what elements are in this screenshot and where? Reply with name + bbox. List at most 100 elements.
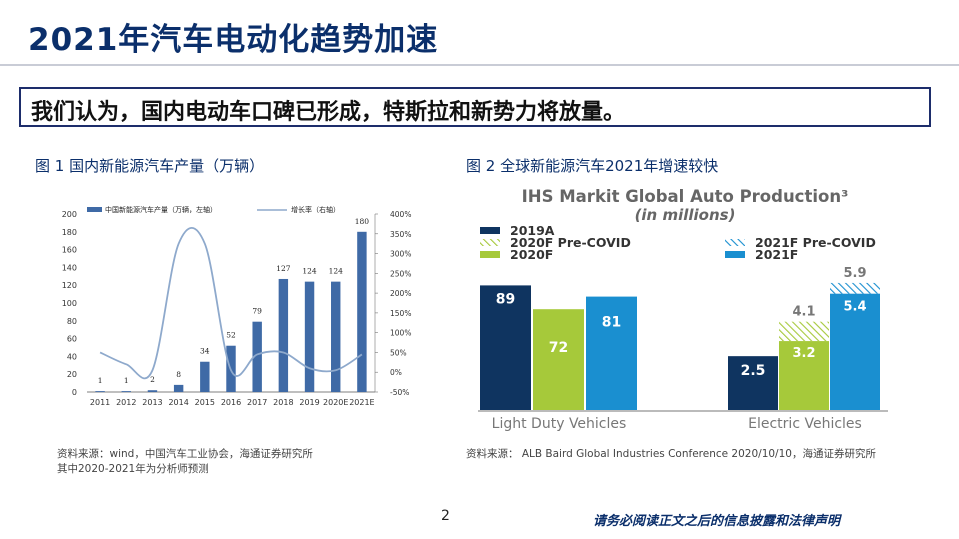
production-bar [278, 278, 289, 392]
y-left-tick-label: 200 [62, 210, 77, 219]
legend-label: 2021F Pre-COVID [755, 235, 876, 250]
production-value-label: 34 [200, 347, 210, 356]
ev-bar [830, 293, 880, 410]
x-tick-label: 2018 [273, 398, 293, 407]
x-tick-label: 2011 [90, 398, 110, 407]
y-right-tick-label: 150% [390, 309, 411, 318]
production-value-label: 124 [329, 267, 344, 276]
y-left-tick-label: 20 [67, 370, 77, 379]
production-value-label: 79 [252, 307, 262, 316]
legal-disclaimer: 请务必阅读正文之后的信息披露和法律声明 [593, 514, 841, 529]
y-right-tick-label: 100% [390, 329, 411, 338]
production-value-label: 180 [355, 217, 370, 226]
ldv-bar [480, 285, 531, 410]
figure-2-caption: 图 2 全球新能源汽车2021年增速较快 [466, 157, 719, 175]
x-tick-label: 2016 [221, 398, 241, 407]
page-number: 2 [441, 508, 450, 524]
legend-swatch [480, 227, 500, 234]
production-value-label: 1 [98, 376, 103, 385]
legend-label: 2021F [755, 247, 798, 262]
legend-swatch [725, 251, 745, 258]
production-bar [357, 231, 367, 392]
production-value-label: 124 [302, 267, 317, 276]
legend-bar-swatch [87, 207, 102, 212]
figure-2-source: 资料来源： ALB Baird Global Industries Confer… [466, 448, 876, 460]
ev-value-label: 4.1 [792, 305, 815, 320]
x-tick-label: 2014 [168, 398, 188, 407]
x-tick-label: 2020E [323, 398, 348, 407]
production-bar [121, 391, 131, 392]
x-tick-label: 2021E [349, 398, 374, 407]
ev-bar [830, 282, 880, 294]
ldv-value-label: 89 [496, 291, 515, 307]
figure-1-caption: 图 1 国内新能源汽车产量（万辆） [35, 157, 265, 175]
production-bar [252, 321, 262, 392]
production-bar [331, 281, 341, 392]
production-value-label: 1 [124, 376, 129, 385]
chart1-growth-line [99, 226, 363, 380]
ev-value-label: 5.9 [843, 266, 866, 281]
key-message-text: 我们认为，国内电动车口碑已形成，特斯拉和新势力将放量。 [31, 100, 626, 125]
legend-swatch [725, 239, 745, 246]
y-left-tick-label: 100 [62, 299, 77, 308]
category-label: Electric Vehicles [748, 416, 862, 432]
y-left-tick-label: 180 [62, 228, 77, 237]
ldv-value-label: 72 [549, 340, 568, 356]
y-left-tick-label: 0 [72, 388, 77, 397]
category-label: Light Duty Vehicles [492, 416, 627, 432]
production-value-label: 2 [150, 375, 155, 384]
ev-value-label: 3.2 [792, 346, 815, 361]
production-value-label: 8 [176, 370, 181, 379]
chart1-bars: 1 1 2 8 34 52 79 127 124 124 180 [95, 217, 369, 392]
y-right-tick-label: 350% [390, 230, 411, 239]
figure-1-source: 资料来源：wind，中国汽车工业协会，海通证券研究所 其中2020-2021年为… [57, 447, 313, 477]
x-tick-label: 2015 [195, 398, 215, 407]
production-bar [173, 384, 184, 392]
y-right-tick-label: 200% [390, 289, 411, 298]
legend-bar-label: 中国新能源汽车产量（万辆，左轴） [105, 205, 217, 214]
chart1-legend: 中国新能源汽车产量（万辆，左轴） 增长率（右轴） [87, 205, 340, 214]
y-left-tick-label: 80 [67, 317, 77, 326]
ev-value-label: 5.4 [843, 300, 866, 315]
ldv-bar [533, 309, 584, 410]
production-value-label: 52 [226, 331, 236, 340]
ldv-bar [586, 296, 637, 410]
legend-swatch [480, 251, 500, 258]
y-right-tick-label: 300% [390, 250, 411, 259]
legend-label: 2020F Pre-COVID [510, 235, 631, 250]
figure-1-source-line1: 资料来源：wind，中国汽车工业协会，海通证券研究所 [57, 448, 313, 460]
y-left-tick-label: 40 [67, 352, 77, 361]
legend-label: 2019A [510, 223, 555, 238]
y-left-tick-label: 160 [62, 246, 77, 255]
x-tick-label: 2012 [116, 398, 136, 407]
y-right-tick-label: -50% [390, 388, 409, 397]
y-right-tick-label: 250% [390, 269, 411, 278]
y-left-tick-label: 120 [62, 281, 77, 290]
ev-bar [779, 321, 829, 342]
ev-bar [779, 341, 829, 410]
y-left-tick-label: 140 [62, 263, 77, 272]
production-bar [304, 281, 315, 392]
chart1-axes: 200180160140120100806040200400%350%300%2… [62, 210, 412, 407]
growth-rate-line [99, 226, 363, 380]
legend-swatch [480, 239, 500, 246]
chart2-subtitle: (in millions) [635, 206, 736, 224]
chart2-title: IHS Markit Global Auto Production³ [522, 187, 849, 206]
ldv-value-label: 81 [602, 315, 621, 331]
domestic-nev-production-chart: 中国新能源汽车产量（万辆，左轴） 增长率（右轴） 200180160140120… [62, 205, 412, 407]
key-message-box: 我们认为，国内电动车口碑已形成，特斯拉和新势力将放量。 [19, 87, 931, 127]
y-right-tick-label: 400% [390, 210, 411, 219]
page-title: 2021年汽车电动化趋势加速 [28, 22, 439, 58]
figure-1-source-line2: 其中2020-2021年为分析师预测 [57, 463, 209, 475]
chart2-axis: Light Duty Vehicles Electric Vehicles [478, 410, 888, 432]
production-bar [200, 361, 210, 392]
production-value-label: 127 [276, 264, 291, 273]
legend-label: 2020F [510, 247, 553, 262]
y-right-tick-label: 0% [390, 368, 402, 377]
title-divider [0, 64, 959, 66]
x-tick-label: 2019 [299, 398, 319, 407]
ev-value-label: 2.5 [741, 363, 766, 379]
ev-bar [728, 356, 778, 410]
global-auto-production-chart: IHS Markit Global Auto Production³ (in m… [478, 187, 888, 432]
